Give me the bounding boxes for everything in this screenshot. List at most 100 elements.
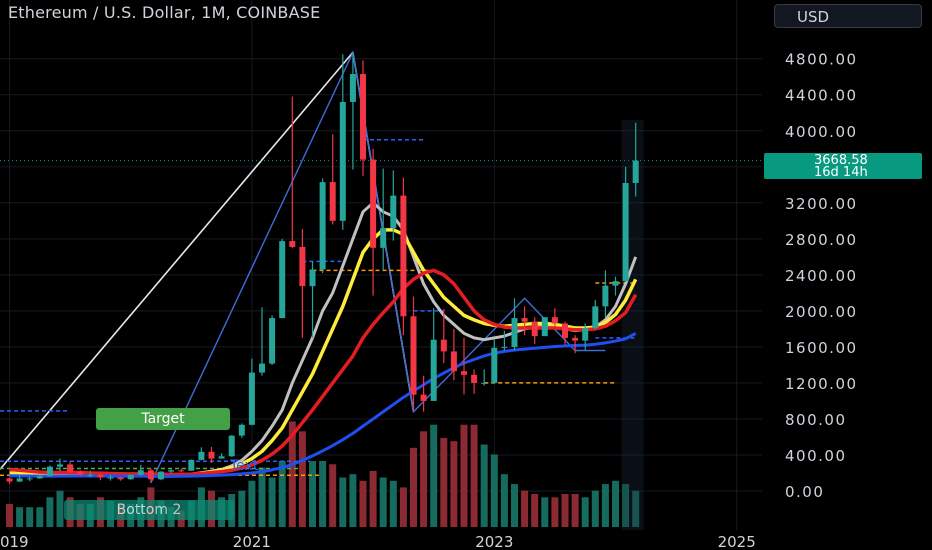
volume-bar: [278, 461, 286, 527]
candle-body: [562, 323, 568, 338]
candle-body: [117, 477, 124, 480]
volume-bar: [288, 421, 296, 527]
x-axis-tick-label: 2021: [233, 533, 271, 550]
volume-bar: [490, 454, 498, 527]
volume-bar: [268, 477, 276, 527]
candle-body: [299, 246, 306, 287]
volume-bar: [531, 494, 539, 527]
candle-body: [127, 474, 134, 480]
candle-body: [380, 228, 387, 248]
candle-body: [16, 478, 23, 482]
volume-bar: [571, 494, 579, 527]
candle-body: [107, 477, 114, 479]
y-axis-tick-label: 3200.00: [785, 195, 858, 213]
volume-bar: [248, 480, 256, 527]
volume-bar: [581, 497, 589, 527]
candle-body: [198, 451, 205, 460]
y-axis-tick-label: 1600.00: [785, 339, 858, 357]
candle-body: [147, 470, 154, 480]
candle-body: [481, 382, 488, 384]
candle-body: [572, 337, 579, 341]
candle-body: [521, 318, 528, 322]
volume-bar: [389, 480, 397, 527]
candle-body: [349, 74, 356, 102]
volume-bar: [16, 507, 24, 527]
volume-bar: [359, 480, 367, 527]
volume-bar: [420, 431, 428, 527]
volume-bar: [309, 461, 316, 527]
candle-body: [208, 451, 215, 459]
trend-line-blue: [150, 50, 606, 484]
candle-body: [67, 464, 74, 472]
target-label[interactable]: Target: [96, 408, 230, 430]
candle-body: [632, 160, 639, 183]
currency-button[interactable]: USD: [774, 4, 922, 28]
volume-bar: [450, 441, 458, 527]
candle-body: [461, 371, 467, 375]
candle-body: [178, 470, 185, 472]
volume-bar: [379, 477, 387, 527]
candle-body: [360, 74, 366, 160]
candle-body: [339, 101, 346, 221]
candle-body: [158, 471, 164, 480]
volume-bar: [329, 464, 337, 527]
y-axis-tick-label: 4800.00: [785, 51, 858, 69]
candle-body: [471, 374, 478, 383]
candle-body: [602, 285, 609, 307]
y-axis-tick-label: 4400.00: [785, 87, 858, 105]
candle-body: [26, 478, 33, 480]
candle-body: [329, 182, 336, 221]
volume-bar: [591, 490, 599, 527]
candle-body: [400, 195, 407, 317]
volume-bar: [622, 484, 630, 527]
candle-body: [259, 363, 265, 373]
candle-body: [87, 474, 94, 476]
volume-bar: [551, 497, 559, 527]
volume-bar: [601, 484, 609, 527]
candle-body: [420, 394, 427, 401]
bottom-label[interactable]: Bottom 2: [64, 500, 234, 520]
candle-body: [592, 306, 599, 328]
volume-bar: [561, 494, 569, 527]
candle-body: [309, 269, 316, 287]
volume-bar: [541, 497, 549, 527]
candle-body: [248, 372, 255, 425]
y-axis-tick-label: 400.00: [785, 447, 847, 465]
candle-body: [46, 466, 53, 477]
candle-body: [269, 318, 276, 364]
x-axis-tick-label: 2019: [0, 533, 29, 550]
candle-body: [168, 470, 175, 472]
volume-bar: [511, 484, 518, 527]
y-axis-tick-label: 2000.00: [785, 303, 858, 321]
candle-body: [188, 459, 195, 471]
candle-body: [410, 316, 417, 395]
moving-average-line: [9, 268, 638, 477]
volume-bar: [480, 444, 488, 527]
volume-bar: [238, 490, 246, 527]
candle-body: [319, 182, 326, 270]
candle-body: [228, 435, 235, 457]
volume-bar: [319, 461, 327, 527]
candle-body: [390, 195, 397, 229]
volume-bar: [399, 487, 407, 527]
volume-bar: [298, 431, 306, 527]
candle-body: [77, 471, 84, 475]
volume-bar: [500, 474, 508, 527]
moving-average-line: [9, 332, 637, 478]
y-axis-tick-label: 1200.00: [785, 375, 858, 393]
text-annotation[interactable]: Text: [230, 458, 259, 474]
last-price-value: 3668.58: [814, 153, 868, 168]
last-price-tag: 3668.58 16d 14h: [764, 153, 922, 179]
candle-body: [370, 159, 377, 248]
volume-bar: [349, 474, 357, 527]
y-axis-tick-label: 2400.00: [785, 267, 858, 285]
candle-body: [491, 347, 498, 383]
candle-body: [36, 476, 43, 479]
y-axis-tick-label: 4000.00: [785, 123, 858, 141]
candle-body: [430, 339, 437, 401]
candle-body: [582, 327, 589, 341]
candle-body: [238, 424, 245, 436]
volume-bar: [56, 490, 64, 527]
volume-bar: [430, 424, 438, 527]
